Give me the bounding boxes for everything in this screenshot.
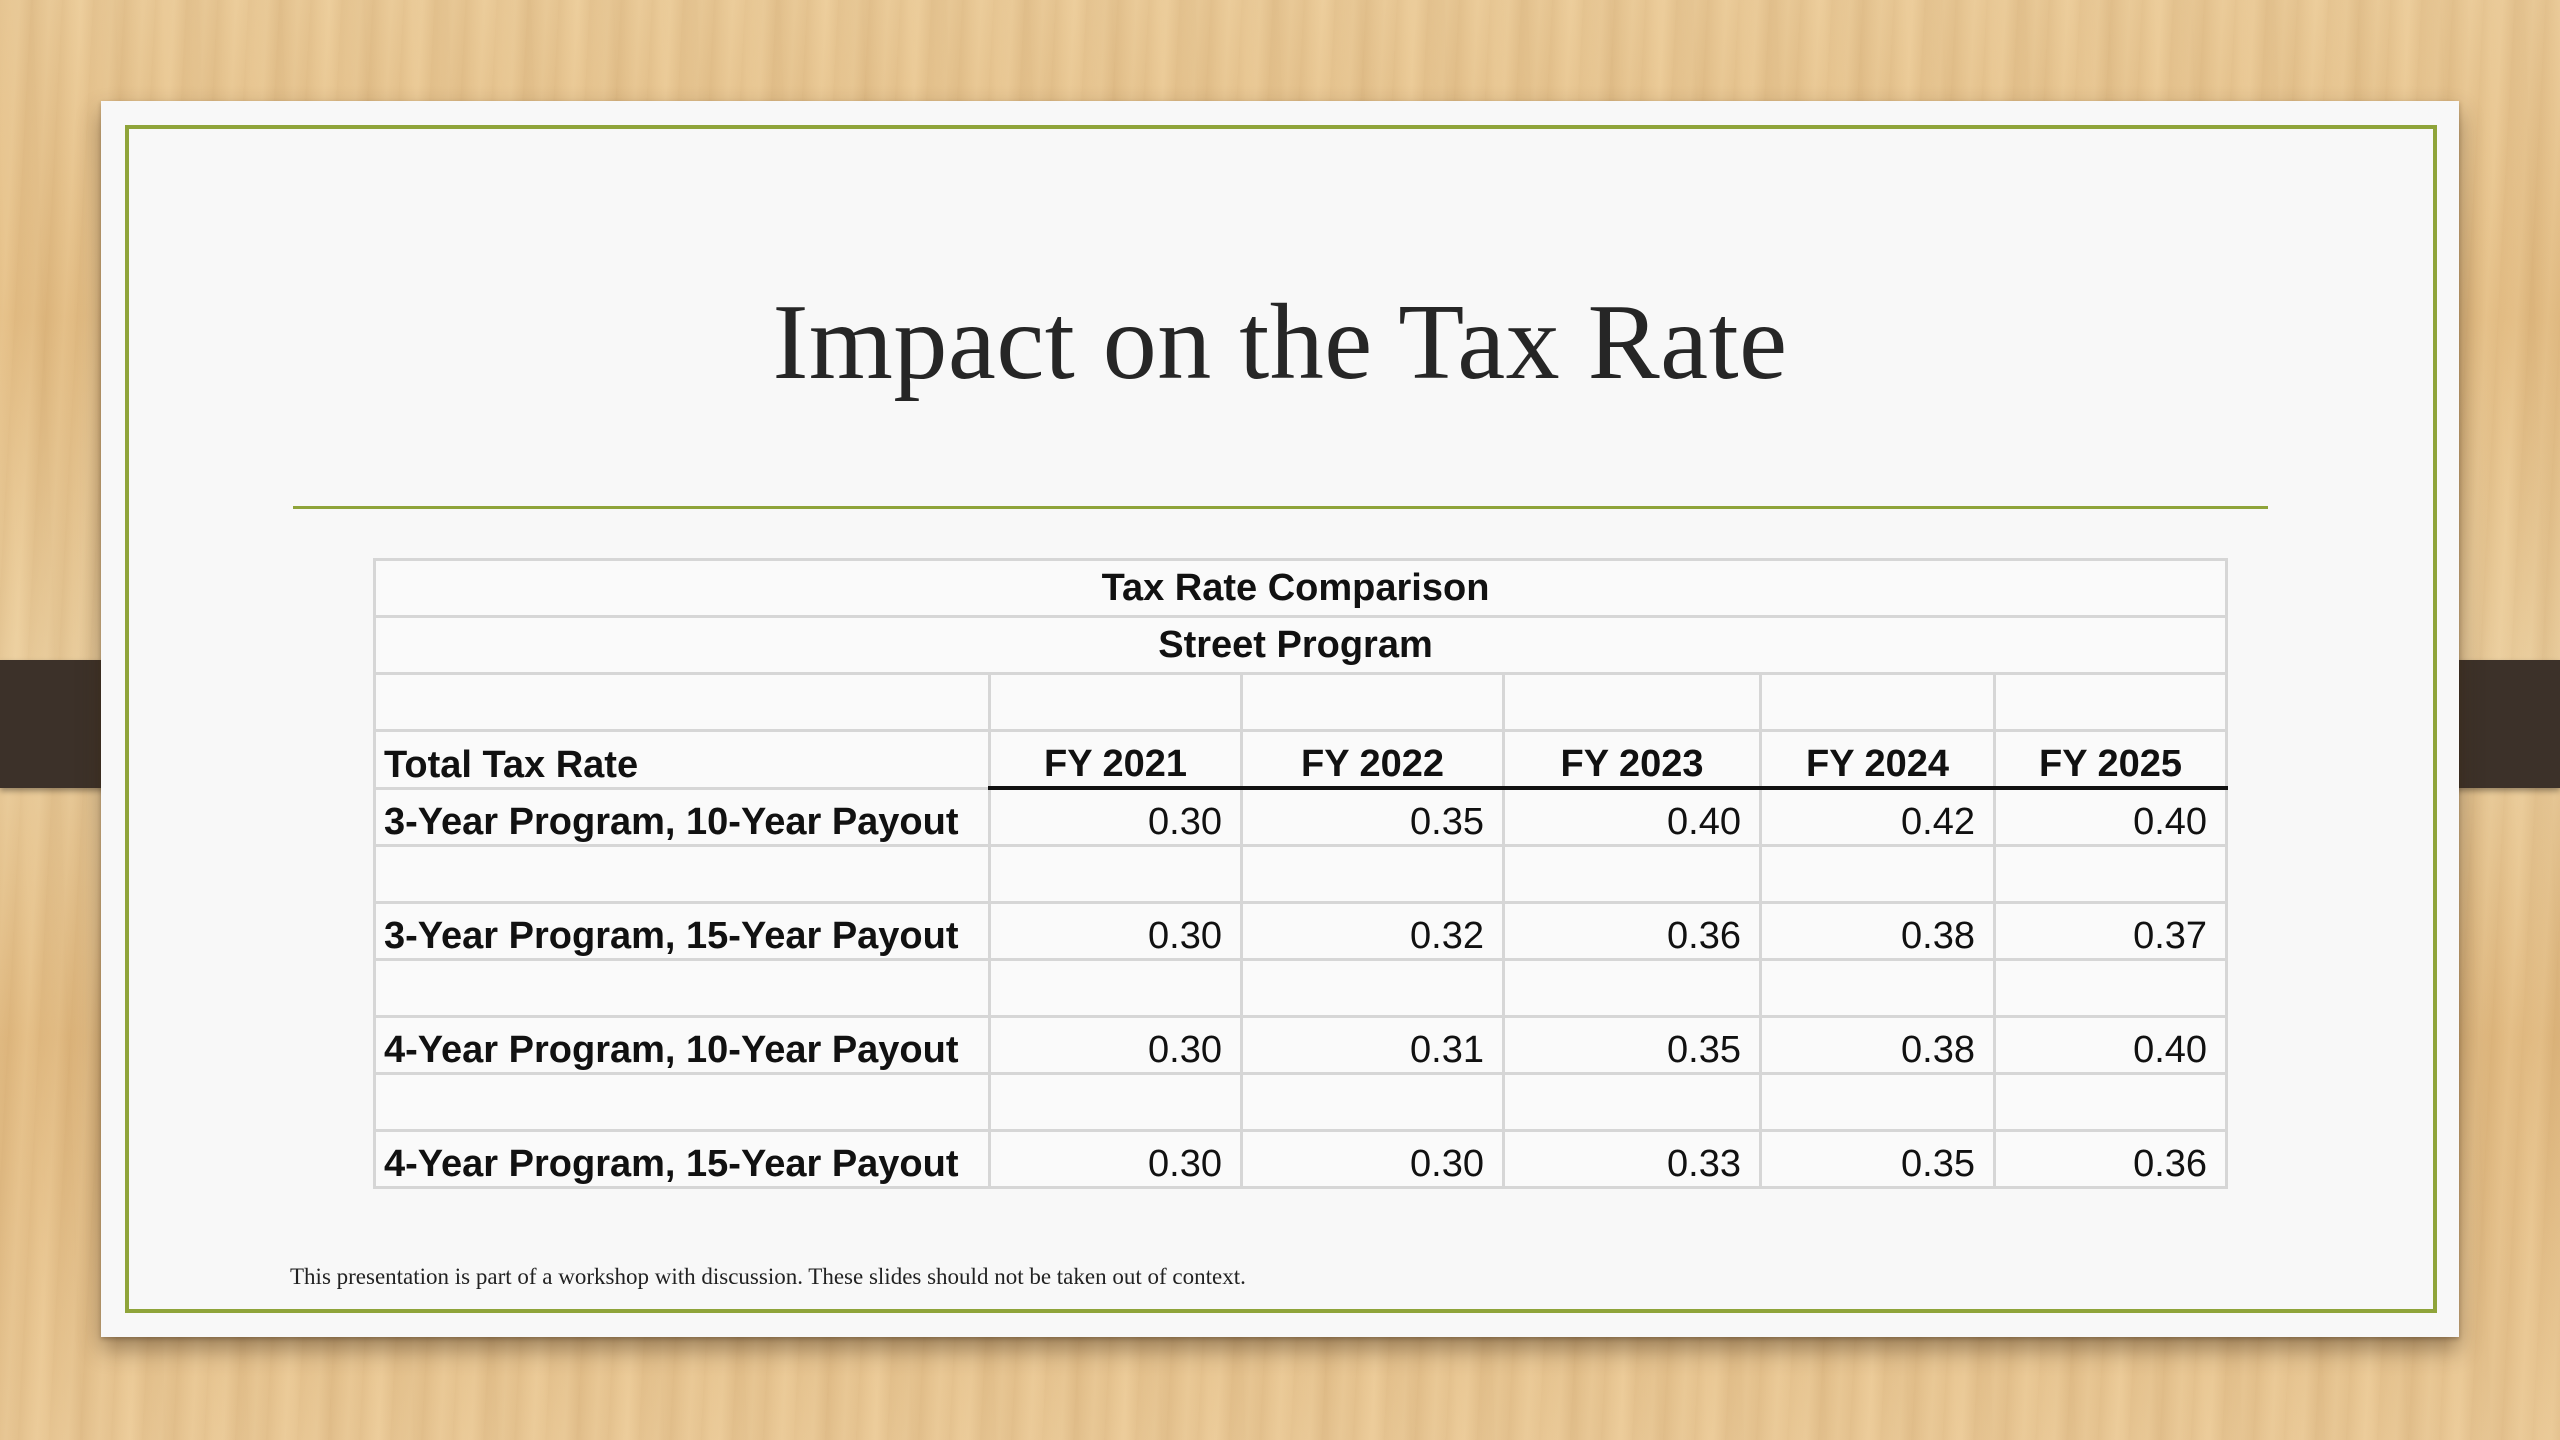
rate-value: 0.40 (1992, 1015, 2229, 1075)
empty-cell (1759, 672, 1996, 732)
table-header-row: Total Tax Rate FY 2021 FY 2022 FY 2023 F… (373, 729, 2229, 790)
rate-value: 0.40 (1992, 786, 2229, 847)
rate-value: 0.35 (1240, 786, 1505, 847)
empty-cell (373, 958, 991, 1018)
empty-cell (1992, 958, 2229, 1018)
rate-value: 0.30 (988, 1015, 1243, 1075)
row-label: 4-Year Program, 10-Year Payout (373, 1015, 991, 1075)
rate-value: 0.36 (1992, 1129, 2229, 1189)
table-spacer-row (373, 844, 2229, 904)
row-label: 3-Year Program, 10-Year Payout (373, 786, 991, 847)
empty-cell (373, 1072, 991, 1132)
rate-value: 0.33 (1502, 1129, 1762, 1189)
table-title: Tax Rate Comparison (372, 558, 2229, 618)
rate-value: 0.40 (1502, 786, 1762, 847)
rate-value: 0.42 (1759, 786, 1996, 847)
rate-value: 0.36 (1502, 901, 1762, 961)
table-subtitle-row: Street Program (372, 615, 2229, 675)
table-row: 3-Year Program, 15-Year Payout 0.30 0.32… (373, 901, 2229, 961)
header-year: FY 2022 (1240, 729, 1505, 790)
empty-cell (1502, 958, 1762, 1018)
empty-cell (1240, 672, 1505, 732)
empty-cell (1759, 958, 1996, 1018)
empty-cell (1759, 1072, 1996, 1132)
row-label: 3-Year Program, 15-Year Payout (373, 901, 991, 961)
empty-cell (373, 844, 991, 904)
rate-value: 0.32 (1240, 901, 1505, 961)
empty-cell (1759, 844, 1996, 904)
header-year: FY 2023 (1502, 729, 1762, 790)
table-subtitle: Street Program (372, 615, 2229, 675)
row-label: 4-Year Program, 15-Year Payout (373, 1129, 991, 1189)
empty-cell (988, 1072, 1243, 1132)
title-divider (293, 506, 2268, 509)
header-year: FY 2024 (1759, 729, 1996, 790)
empty-cell (1502, 844, 1762, 904)
empty-cell (1992, 1072, 2229, 1132)
slide-title: Impact on the Tax Rate (772, 283, 1788, 402)
table-title-row: Tax Rate Comparison (372, 558, 2229, 618)
empty-cell (1240, 844, 1505, 904)
empty-cell (988, 672, 1243, 732)
empty-cell (988, 958, 1243, 1018)
empty-cell (1992, 672, 2229, 732)
footnote: This presentation is part of a workshop … (290, 1264, 1246, 1289)
rate-value: 0.35 (1502, 1015, 1762, 1075)
table-spacer-row (373, 1072, 2229, 1132)
tax-rate-table: Tax Rate Comparison Street Program Total… (372, 558, 2229, 1189)
rate-value: 0.37 (1992, 901, 2229, 961)
empty-cell (1502, 1072, 1762, 1132)
empty-cell (373, 672, 991, 732)
rate-value: 0.30 (988, 1129, 1243, 1189)
rate-value: 0.30 (1240, 1129, 1505, 1189)
rate-value: 0.30 (988, 786, 1243, 847)
header-year: FY 2025 (1992, 729, 2229, 790)
rate-value: 0.31 (1240, 1015, 1505, 1075)
table-spacer-row (373, 672, 2229, 732)
rate-value: 0.35 (1759, 1129, 1996, 1189)
empty-cell (1502, 672, 1762, 732)
empty-cell (1240, 1072, 1505, 1132)
header-label: Total Tax Rate (373, 729, 991, 790)
table-row: 4-Year Program, 10-Year Payout 0.30 0.31… (373, 1015, 2229, 1075)
table-spacer-row (373, 958, 2229, 1018)
slide: Impact on the Tax Rate Tax Rate Comparis… (101, 101, 2459, 1337)
slide-border-frame (125, 125, 2437, 1313)
rate-value: 0.30 (988, 901, 1243, 961)
empty-cell (988, 844, 1243, 904)
table-row: 4-Year Program, 15-Year Payout 0.30 0.30… (373, 1129, 2229, 1189)
header-year: FY 2021 (988, 729, 1243, 790)
rate-value: 0.38 (1759, 1015, 1996, 1075)
empty-cell (1992, 844, 2229, 904)
table-row: 3-Year Program, 10-Year Payout 0.30 0.35… (373, 786, 2229, 847)
rate-value: 0.38 (1759, 901, 1996, 961)
empty-cell (1240, 958, 1505, 1018)
